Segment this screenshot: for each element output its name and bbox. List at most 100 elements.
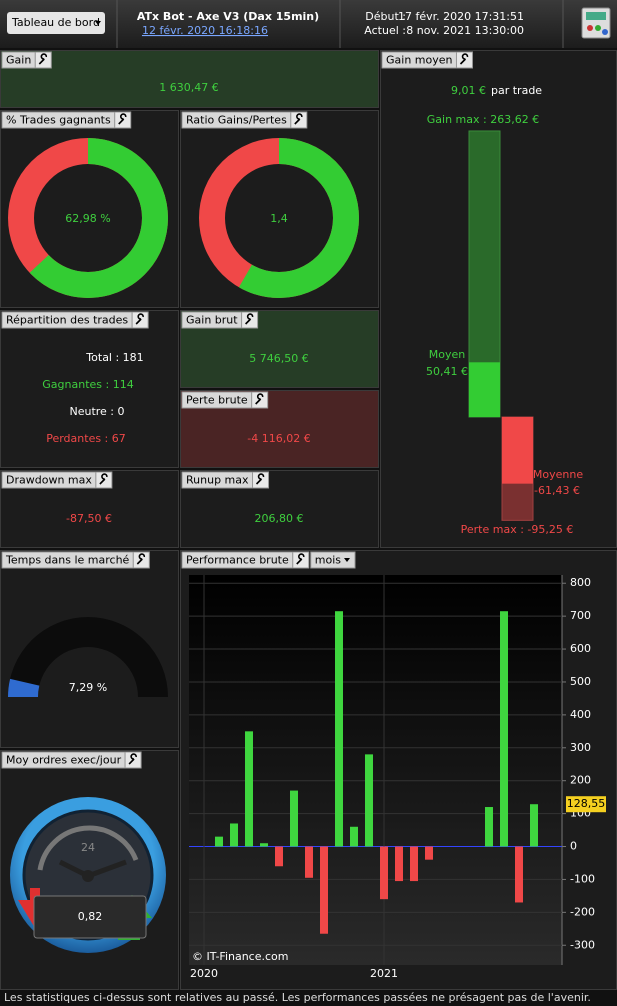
panel-title: Gain bbox=[6, 54, 31, 67]
avg-bar bbox=[502, 417, 533, 484]
losses-line: Perdantes : 67 bbox=[46, 432, 126, 445]
panel-title: Ratio Gains/Pertes bbox=[186, 114, 287, 127]
bar bbox=[260, 843, 268, 847]
panel-title: Runup max bbox=[186, 474, 249, 487]
y-tick-label: -300 bbox=[570, 938, 595, 951]
bar bbox=[230, 823, 238, 847]
gauge-label: 7,29 % bbox=[69, 681, 107, 694]
y-tick-label: 300 bbox=[570, 741, 591, 754]
bar bbox=[245, 731, 253, 847]
bar bbox=[215, 836, 223, 847]
bar bbox=[485, 807, 493, 847]
last-value-tag bbox=[566, 796, 606, 813]
donut-arc bbox=[8, 138, 168, 298]
period-arrow[interactable] bbox=[344, 558, 350, 562]
wrench-icon[interactable] bbox=[135, 313, 144, 325]
runup-value: 206,80 € bbox=[255, 512, 304, 525]
bar bbox=[395, 846, 403, 882]
bar bbox=[350, 826, 358, 847]
clock-number: 24 bbox=[81, 841, 95, 854]
wrench-icon[interactable] bbox=[459, 53, 469, 65]
panel-title: Gain brut bbox=[186, 314, 238, 327]
gain-brut-value: 5 746,50 € bbox=[249, 352, 308, 365]
y-tick-label: 800 bbox=[570, 576, 591, 589]
menu-label[interactable]: Tableau de bord bbox=[11, 16, 100, 29]
y-tick-label: -200 bbox=[570, 905, 595, 918]
clock-widget bbox=[10, 797, 166, 953]
x-tick-label: 2021 bbox=[370, 967, 398, 980]
bar bbox=[500, 611, 508, 847]
y-tick-label: 700 bbox=[570, 609, 591, 622]
bar bbox=[380, 846, 388, 900]
panel-title: Performance brute bbox=[186, 554, 289, 567]
panel-title: Perte brute bbox=[186, 394, 248, 407]
date-link[interactable]: 12 févr. 2020 16:18:16 bbox=[142, 24, 268, 37]
header-dividers bbox=[116, 0, 564, 48]
y-tick-label: 0 bbox=[570, 840, 577, 853]
wrench-icon[interactable] bbox=[255, 393, 264, 405]
period-dropdown[interactable] bbox=[310, 551, 356, 569]
bar bbox=[290, 790, 298, 847]
donut-arc bbox=[199, 138, 359, 298]
bar bbox=[425, 846, 433, 860]
wrench-icon[interactable] bbox=[255, 473, 265, 485]
wrench-icon[interactable] bbox=[296, 553, 305, 565]
menu-arrow[interactable] bbox=[95, 21, 101, 25]
start-date: 17 févr. 2020 17:31:51 bbox=[398, 10, 524, 23]
last-value-label: 128,55 bbox=[567, 797, 606, 810]
panel-title: % Trades gagnants bbox=[6, 114, 111, 127]
x-tick-label: 2020 bbox=[190, 967, 218, 980]
panel-title: Temps dans le marché bbox=[5, 554, 130, 567]
report-icon[interactable] bbox=[581, 7, 611, 39]
avg-unit: par trade bbox=[491, 84, 542, 97]
period-label[interactable]: mois bbox=[315, 554, 342, 567]
drawdown-value: -87,50 € bbox=[66, 512, 112, 525]
bar bbox=[410, 846, 418, 882]
moyen-value: 50,41 € bbox=[426, 365, 468, 378]
panel-title: Gain moyen bbox=[386, 54, 453, 67]
y-tick-label: 600 bbox=[570, 642, 591, 655]
panel-title: Répartition des trades bbox=[6, 314, 128, 327]
panel-title: Drawdown max bbox=[6, 474, 92, 487]
neutral-line: Neutre : 0 bbox=[69, 405, 124, 418]
current-label: Actuel : bbox=[364, 24, 406, 37]
moyenne-value: -61,43 € bbox=[534, 484, 580, 497]
bar bbox=[515, 846, 523, 903]
strategy-title: ATx Bot - Axe V3 (Dax 15min) bbox=[137, 10, 319, 23]
gain-value: 1 630,47 € bbox=[159, 81, 218, 94]
y-tick-label: 500 bbox=[570, 675, 591, 688]
moyenne-name: Moyenne bbox=[533, 468, 583, 481]
gauge-fill bbox=[8, 678, 40, 697]
y-tick-label: -100 bbox=[570, 872, 595, 885]
bar bbox=[335, 611, 343, 847]
current-date: 8 nov. 2021 13:30:00 bbox=[406, 24, 524, 37]
disclaimer: Les statistiques ci-dessus sont relative… bbox=[4, 991, 591, 1004]
ratio-label: 1,4 bbox=[270, 212, 288, 225]
bar bbox=[305, 846, 313, 878]
moyen-name: Moyen bbox=[429, 348, 465, 361]
footer-bar bbox=[0, 990, 617, 1006]
total-line: Total : 181 bbox=[85, 351, 143, 364]
wrench-icon[interactable] bbox=[136, 553, 146, 565]
gain-max-label: Gain max : 263,62 € bbox=[427, 113, 539, 126]
wrench-icon[interactable] bbox=[128, 753, 137, 765]
bar bbox=[530, 804, 538, 847]
wrench-icon[interactable] bbox=[99, 473, 108, 485]
avg-bar bbox=[469, 362, 500, 417]
start-label: Début : bbox=[365, 10, 406, 23]
gauge-track bbox=[8, 617, 168, 697]
bar bbox=[365, 754, 373, 847]
wrench-icon[interactable] bbox=[294, 113, 303, 125]
bar bbox=[320, 846, 328, 934]
y-tick-label: 200 bbox=[570, 774, 591, 787]
watermark: © IT-Finance.com bbox=[192, 950, 289, 963]
perte-max-label: Perte max : -95,25 € bbox=[461, 523, 574, 536]
y-tick-label: 400 bbox=[570, 708, 591, 721]
avg-gain: 9,01 € bbox=[451, 84, 486, 97]
wrench-icon[interactable] bbox=[245, 313, 254, 325]
menu-button[interactable] bbox=[7, 12, 105, 34]
wrench-icon[interactable] bbox=[118, 113, 127, 125]
orders-value: 0,82 bbox=[78, 910, 103, 923]
wins-line: Gagnantes : 114 bbox=[42, 378, 133, 391]
wrench-icon[interactable] bbox=[38, 53, 48, 65]
